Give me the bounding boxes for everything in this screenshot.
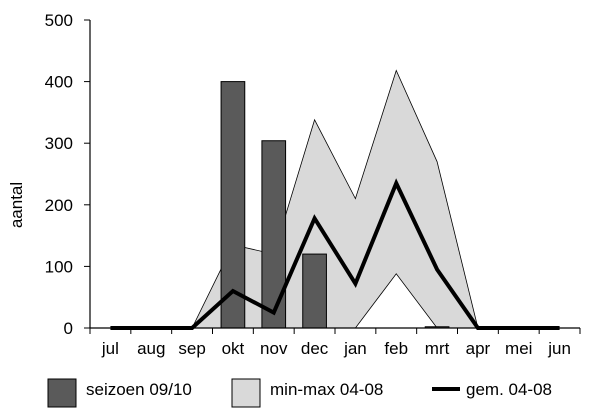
legend-swatch-bar <box>47 378 77 408</box>
y-tick-label-0: 0 <box>64 319 73 338</box>
x-tick-label-jun: jun <box>547 339 571 358</box>
bar-nov <box>261 140 287 329</box>
y-tick-label-100: 100 <box>45 257 73 276</box>
x-tick-label-jan: jan <box>343 339 367 358</box>
x-tick-label-aug: aug <box>137 339 165 358</box>
y-tick-label-400: 400 <box>45 73 73 92</box>
plot-area <box>110 69 560 330</box>
x-tick-label-mei: mei <box>505 339 532 358</box>
y-axis-label: aantal <box>7 182 26 228</box>
legend-label-bar: seizoen 09/10 <box>86 380 192 399</box>
legend-label-range-area: min-max 04-08 <box>270 380 383 399</box>
x-tick-label-apr: apr <box>466 339 491 358</box>
x-tick-label-dec: dec <box>301 339 329 358</box>
x-tick-label-nov: nov <box>260 339 288 358</box>
x-tick-label-okt: okt <box>222 339 245 358</box>
y-tick-label-200: 200 <box>45 196 73 215</box>
minmax-band <box>110 69 560 329</box>
x-tick-label-jul: jul <box>101 339 119 358</box>
x-tick-label-sep: sep <box>178 339 205 358</box>
legend-label-line: gem. 04-08 <box>466 380 552 399</box>
y-tick-label-500: 500 <box>45 11 73 30</box>
legend-swatch-range-area <box>231 378 261 408</box>
legend: seizoen 09/10 min-max 04-08 gem. 04-08 <box>47 378 552 408</box>
x-tick-label-feb: feb <box>384 339 408 358</box>
y-tick-label-300: 300 <box>45 134 73 153</box>
x-tick-label-mrt: mrt <box>425 339 450 358</box>
axes: 0 100 200 300 400 500 jul aug sep okt nov dec jan feb… <box>45 11 581 358</box>
bar-dec <box>302 253 327 329</box>
